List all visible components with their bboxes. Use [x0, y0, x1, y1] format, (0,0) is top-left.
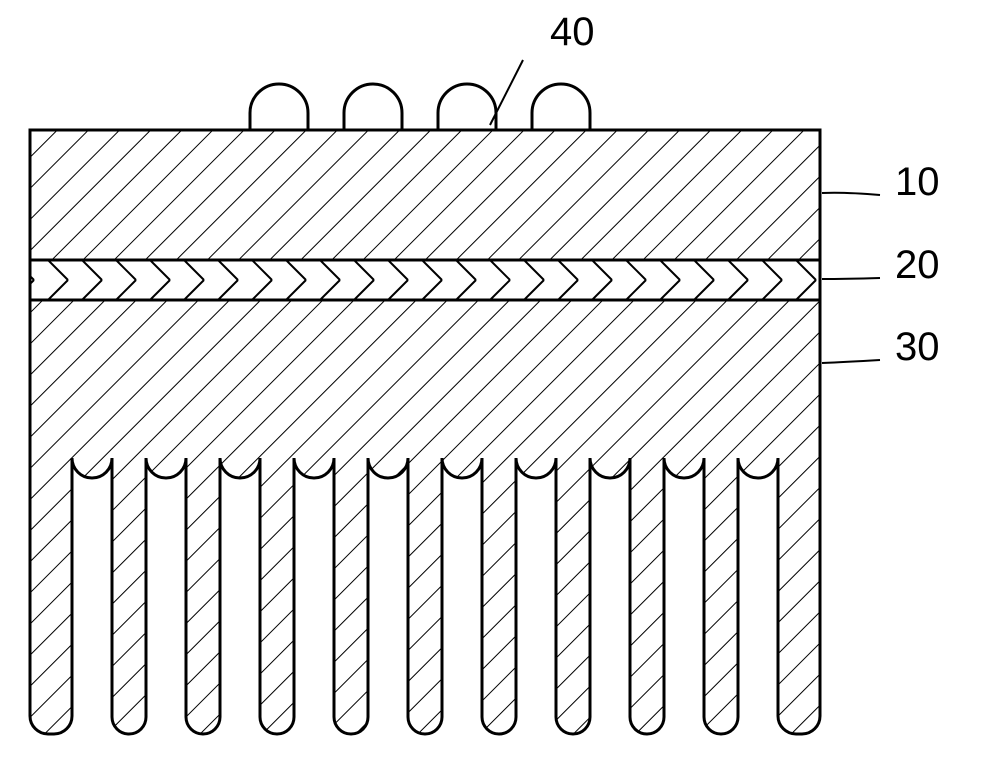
bump-0: [250, 84, 308, 130]
bump-2: [438, 84, 496, 130]
label-30: 30: [895, 325, 940, 369]
cross-section-diagram: 40 10 20 30: [0, 0, 1000, 762]
bump-3: [532, 84, 590, 130]
bump-1: [344, 84, 402, 130]
label-20: 20: [895, 243, 940, 287]
label-10: 10: [895, 160, 940, 204]
layer-20: [0, 260, 884, 300]
layer-10: [30, 130, 820, 260]
heatsink-layer-30: [30, 300, 820, 734]
svg-canvas: 40 10 20 30: [0, 0, 1000, 762]
label-40: 40: [550, 10, 595, 54]
bumps-row: [250, 84, 590, 130]
